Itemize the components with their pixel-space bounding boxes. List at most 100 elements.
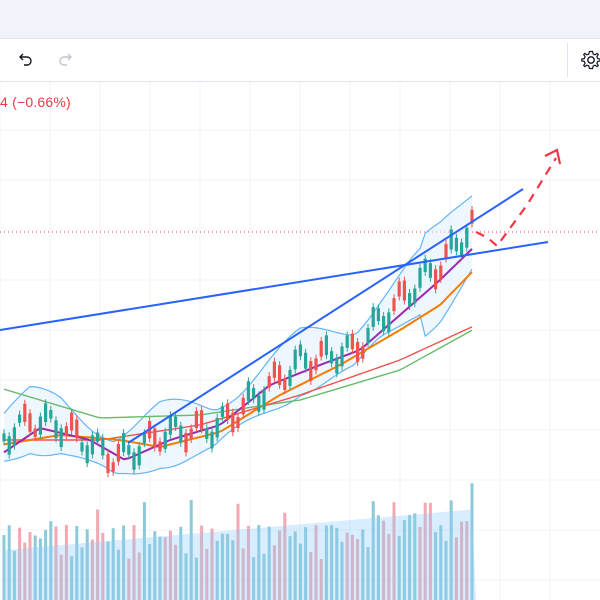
candle-body xyxy=(439,265,443,279)
volume-bar xyxy=(200,525,204,600)
volume-bar xyxy=(153,531,157,600)
candle-body xyxy=(444,244,448,259)
volume-bar xyxy=(28,532,32,600)
volume-bar xyxy=(220,533,224,600)
volume-bar xyxy=(418,526,422,600)
trendline-long xyxy=(0,241,549,331)
candle-body xyxy=(335,357,339,374)
volume-bar xyxy=(345,532,349,600)
volume-bar xyxy=(85,529,89,600)
candle-body xyxy=(59,428,63,448)
candle-body xyxy=(137,446,141,466)
candle-body xyxy=(106,454,110,474)
bollinger-bands xyxy=(3,195,473,475)
candle-body xyxy=(215,417,219,438)
undo-arrow-icon xyxy=(16,51,34,69)
chart-toolbar xyxy=(0,39,600,82)
volume-bar xyxy=(132,525,136,600)
volume-bar xyxy=(75,525,79,600)
volume-bar xyxy=(106,541,110,600)
candle-body xyxy=(75,419,79,439)
price-change-legend: 4 (−0.66%) xyxy=(0,94,71,110)
volume-bar xyxy=(18,527,22,600)
volume-bar xyxy=(267,526,271,600)
volume-bar xyxy=(231,540,235,600)
volume-bar xyxy=(460,521,464,600)
volume-bar xyxy=(272,545,276,600)
chart-pane[interactable] xyxy=(0,82,600,600)
redo-button[interactable] xyxy=(53,47,79,73)
ma-long-line xyxy=(3,329,473,419)
candle-body xyxy=(54,420,58,439)
candle-body xyxy=(288,369,292,386)
volume-bar xyxy=(49,521,53,600)
candle-body xyxy=(465,227,469,248)
volume-bar xyxy=(189,500,193,600)
volume-bar xyxy=(392,502,396,600)
candle-body xyxy=(163,431,167,449)
volume-bar xyxy=(257,525,261,600)
candle-body xyxy=(428,263,432,278)
projection-arrowhead xyxy=(544,148,562,165)
candle-body xyxy=(408,293,412,307)
volume-bar xyxy=(376,515,380,600)
volume-bar xyxy=(158,536,162,600)
volume-bar xyxy=(350,534,354,600)
candle-body xyxy=(116,444,120,462)
candle-body xyxy=(246,381,250,401)
volume-bar xyxy=(44,529,48,600)
volume-bar xyxy=(470,483,474,600)
volume-bar xyxy=(309,551,313,600)
volume-bar xyxy=(382,520,386,600)
settings-button[interactable] xyxy=(578,47,600,73)
drawing-tools[interactable] xyxy=(0,148,562,444)
volume-bar xyxy=(80,547,84,600)
candle-body xyxy=(179,425,183,443)
candle-body xyxy=(142,433,146,444)
candle-body xyxy=(184,432,188,453)
volume-bar xyxy=(241,548,245,600)
volume-bar xyxy=(179,526,183,600)
volume-bar xyxy=(402,519,406,600)
volume-bar xyxy=(23,542,27,600)
price-chart-canvas[interactable] xyxy=(0,82,600,600)
volume-bar xyxy=(2,535,6,600)
candle-body xyxy=(122,433,126,453)
volume-bar xyxy=(340,541,344,600)
volume-bar xyxy=(408,515,412,600)
candle-body xyxy=(2,433,6,442)
undo-button[interactable] xyxy=(12,47,38,73)
candle-body xyxy=(361,346,365,359)
candle-body xyxy=(7,436,11,455)
candle-body xyxy=(111,462,115,472)
candle-body xyxy=(90,435,94,455)
volume-bar xyxy=(142,502,146,600)
volume-bar xyxy=(210,528,214,600)
candle-body xyxy=(174,416,178,427)
volume-bar xyxy=(111,528,115,600)
candle-body xyxy=(231,412,235,433)
candle-body xyxy=(470,209,474,224)
candle-body xyxy=(252,388,256,400)
candle-body xyxy=(236,417,240,429)
candle-body xyxy=(293,349,297,370)
candle-body xyxy=(402,280,406,301)
volume-bar xyxy=(465,521,469,600)
candle-body xyxy=(85,445,89,464)
volume-bar xyxy=(283,512,287,600)
volume-bar xyxy=(163,537,167,600)
price-change-text: 4 (−0.66%) xyxy=(0,94,71,110)
candle-body xyxy=(366,328,370,344)
volume-bar xyxy=(428,502,432,600)
volume-bar xyxy=(262,553,266,600)
redo-arrow-icon xyxy=(57,51,75,69)
candle-body xyxy=(101,437,105,456)
candle-body xyxy=(23,403,27,422)
volume-bar xyxy=(38,538,42,600)
volume-bar xyxy=(330,525,334,600)
volume-bar xyxy=(12,551,16,600)
candle-body xyxy=(241,397,245,415)
candle-body xyxy=(309,361,313,381)
candle-body xyxy=(168,415,172,435)
candle-body xyxy=(283,378,287,391)
